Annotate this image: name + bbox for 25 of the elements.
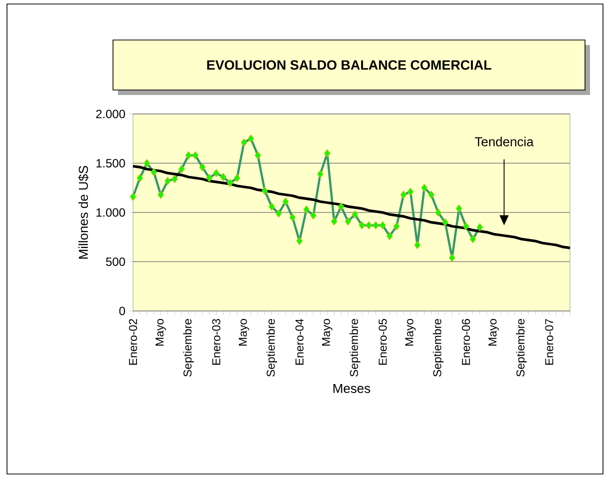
- x-tick-label: Mayo: [488, 318, 499, 346]
- y-axis-title: Millones de U$S: [78, 166, 89, 259]
- x-axis-title: Meses: [333, 384, 370, 393]
- x-tick-label: Enero-06: [462, 319, 470, 365]
- x-tick-label: Mayo: [405, 318, 416, 346]
- x-tick-label: Mayo: [238, 318, 250, 346]
- x-tick-label: Enero-04: [295, 318, 304, 365]
- x-tick-label: Enero-07: [545, 319, 554, 365]
- x-tick-label: Enero-05: [378, 318, 387, 365]
- chart-title: EVOLUCION SALDO BALANCE COMERCIAL: [207, 60, 492, 70]
- x-tick-label: Mayo: [322, 318, 332, 346]
- x-tick-label: Septiembre: [183, 319, 194, 377]
- x-tick-label: Septiembre: [266, 319, 278, 377]
- y-tick-label: 1.500: [96, 159, 126, 168]
- y-tick-label: 1.000: [96, 208, 126, 217]
- x-tick-label: Mayo: [156, 318, 166, 346]
- x-tick-label: Septiembre: [432, 319, 444, 377]
- y-tick-label: 500: [106, 258, 126, 266]
- x-tick-label: Septiembre: [516, 319, 527, 377]
- x-tick-label: Enero-03: [212, 319, 220, 365]
- x-tick-label: Enero-02: [128, 319, 138, 365]
- y-tick-label: 0: [119, 306, 126, 316]
- x-tick-label: Septiembre: [350, 319, 360, 377]
- annotation: Tendencia: [474, 136, 534, 146]
- y-tick-label: 2.000: [96, 110, 126, 118]
